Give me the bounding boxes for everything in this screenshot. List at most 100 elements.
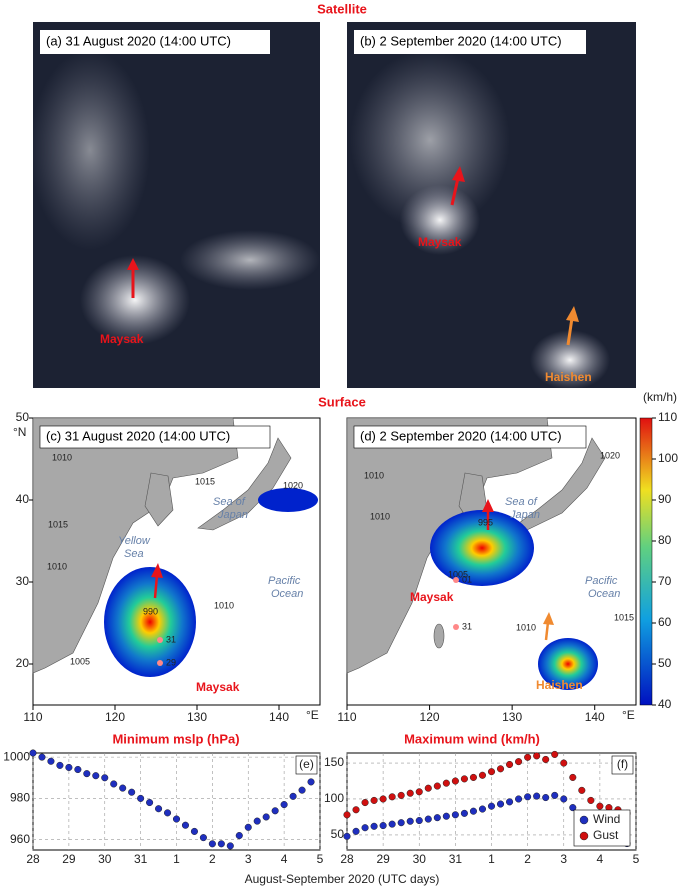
x-tick-label: 1 <box>488 852 495 866</box>
panel-label: (b) 2 September 2020 (14:00 UTC) <box>360 33 562 48</box>
heading: Surface <box>318 394 366 409</box>
legend-marker <box>579 831 589 841</box>
panel-label: (a) 31 August 2020 (14:00 UTC) <box>46 33 231 48</box>
data-point <box>307 778 315 786</box>
y-tick-label: 100 <box>324 791 344 805</box>
data-point <box>487 802 496 810</box>
data-point <box>569 804 577 812</box>
panel-tag: (f) <box>617 757 628 771</box>
colorbar <box>639 417 653 706</box>
data-point <box>469 807 477 815</box>
y-tick-label: 1000 <box>3 749 30 763</box>
storm-label: Maysak <box>418 235 462 249</box>
storm-label: Maysak <box>100 332 144 346</box>
isobar-label: 1005 <box>448 569 468 579</box>
data-point <box>478 771 487 779</box>
x-tick-label: 29 <box>376 852 390 866</box>
data-point <box>47 757 55 765</box>
data-point <box>506 760 514 769</box>
data-point <box>343 811 351 819</box>
data-point <box>551 791 559 799</box>
track-label: 01 <box>462 574 472 584</box>
x-tick-label: 30 <box>413 852 427 866</box>
x-axis-label: August-September 2020 (UTC days) <box>245 872 440 886</box>
track-point <box>453 577 459 583</box>
legend-label: Wind <box>593 812 620 826</box>
y-tick-label: 30 <box>16 574 30 588</box>
data-point <box>343 832 351 840</box>
data-point <box>361 824 369 832</box>
y-tick-label: 50 <box>16 410 30 424</box>
data-point <box>496 800 505 808</box>
data-point <box>496 765 505 773</box>
data-point <box>128 788 136 796</box>
x-tick-label: 31 <box>449 852 463 866</box>
legend-label: Gust <box>593 828 619 842</box>
x-tick-label: 140 <box>269 710 289 724</box>
isobar-label: 1005 <box>70 656 90 666</box>
data-point <box>370 822 378 830</box>
isobar-label: 1020 <box>283 480 303 490</box>
x-tick-label: 2 <box>209 852 216 866</box>
isobar-label: 1010 <box>214 600 234 610</box>
data-point <box>478 805 487 813</box>
data-point <box>533 752 541 760</box>
data-point <box>569 773 577 781</box>
axis-unit: °E <box>306 708 319 722</box>
satellite-b: (b) 2 September 2020 (14:00 UTC) Maysak … <box>347 22 636 390</box>
data-point <box>542 755 550 764</box>
data-point <box>442 812 450 820</box>
x-tick-label: 110 <box>23 710 42 724</box>
data-point <box>262 813 270 821</box>
x-tick-label: 140 <box>585 710 605 724</box>
chart-title: Maximum wind (km/h) <box>404 731 540 746</box>
data-point <box>155 805 163 813</box>
panel-tag: (e) <box>299 757 314 771</box>
isobar-label: 995 <box>478 517 493 527</box>
data-point <box>406 789 414 797</box>
colorbar-tick-label: 50 <box>658 656 672 670</box>
data-point <box>119 784 127 792</box>
data-point <box>370 796 378 804</box>
x-tick-label: 28 <box>26 852 40 866</box>
data-point <box>217 840 225 848</box>
data-point <box>244 823 252 831</box>
isobar-label: 1010 <box>52 452 72 462</box>
data-point <box>29 749 37 757</box>
y-tick-label: 50 <box>331 827 345 841</box>
data-point <box>460 809 468 817</box>
storm-label: Maysak <box>196 680 240 694</box>
map-d: (d) 2 September 2020 (14:00 UTC) Maysak … <box>346 417 637 706</box>
track-label: 31 <box>462 621 472 631</box>
x-tick-label: 3 <box>560 852 567 866</box>
data-point <box>469 773 477 781</box>
data-point <box>110 780 118 788</box>
sea-label: Sea of Japan <box>505 496 540 521</box>
data-point <box>560 759 568 767</box>
legend-marker <box>579 815 589 825</box>
chart-title: Minimum mslp (hPa) <box>112 731 239 746</box>
isobar-label: 1010 <box>364 470 384 480</box>
data-point <box>433 814 441 822</box>
data-point <box>271 807 279 815</box>
colorbar-tick-label: 110 <box>658 410 677 424</box>
satellite-a: (a) 31 August 2020 (14:00 UTC) Maysak <box>30 22 320 388</box>
data-point <box>515 795 523 803</box>
storm-label: Haishen <box>536 678 583 692</box>
data-point <box>542 793 550 802</box>
data-point <box>352 827 360 835</box>
x-tick-label: 31 <box>134 852 148 866</box>
x-tick-label: 29 <box>62 852 76 866</box>
heading: Satellite <box>317 1 367 16</box>
panel-tag-box <box>611 755 634 775</box>
x-tick-label: 4 <box>281 852 288 866</box>
storm-label: Maysak <box>410 590 454 604</box>
data-point <box>487 768 496 776</box>
data-point <box>65 763 73 771</box>
data-point <box>424 815 432 823</box>
data-point <box>74 765 82 774</box>
x-tick-label: 120 <box>105 710 125 724</box>
isobar-label: 990 <box>143 606 158 616</box>
data-point <box>524 793 532 801</box>
sea-label: Pacific Ocean <box>268 575 303 600</box>
